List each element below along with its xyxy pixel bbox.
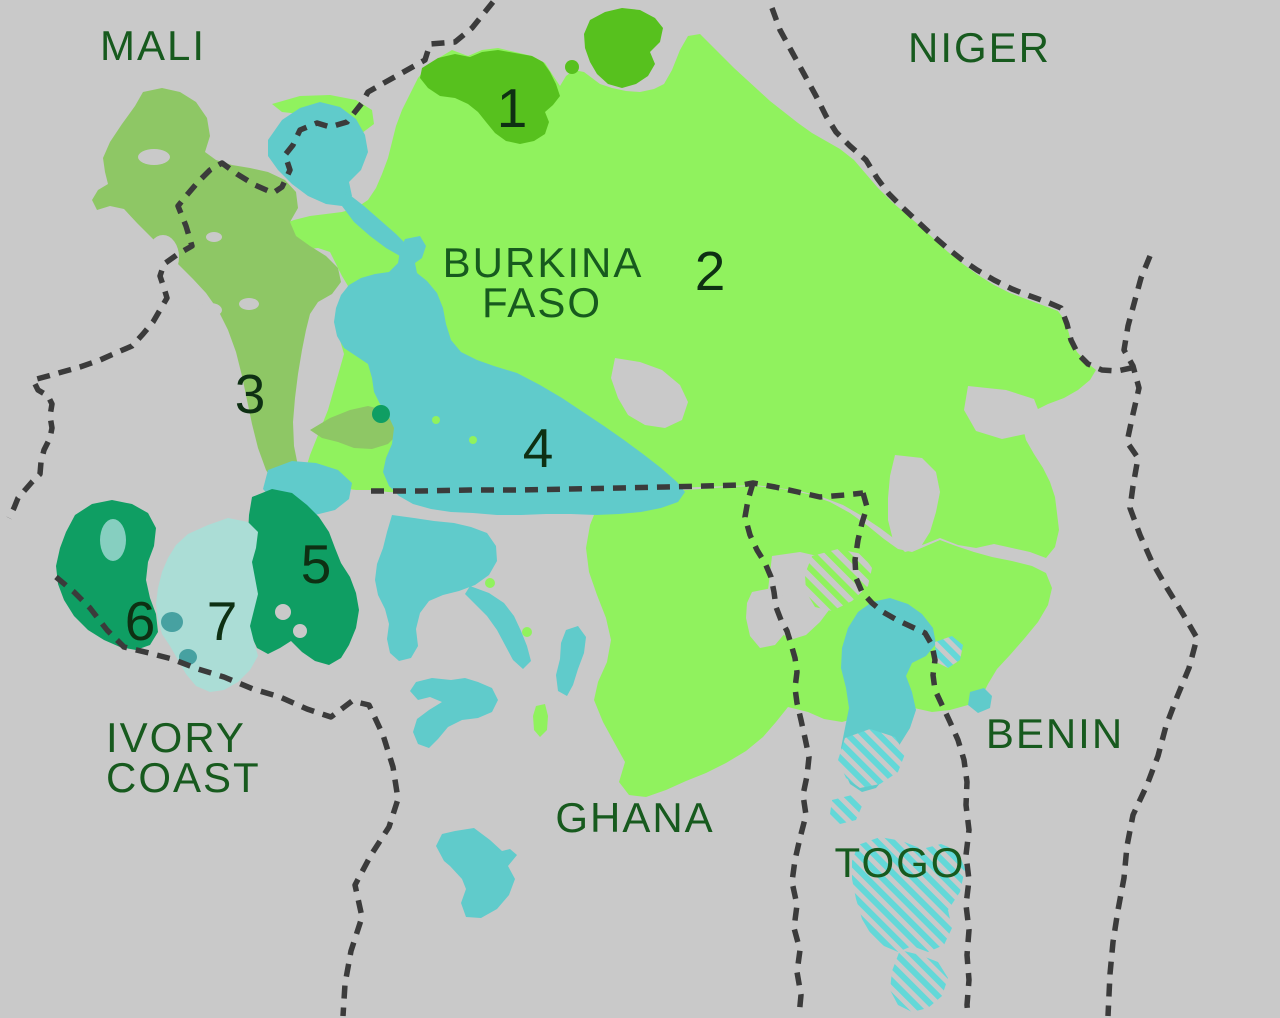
burkina-faso-label-line1: BURKINA — [443, 239, 644, 286]
region-2-east-blob — [1034, 312, 1064, 351]
region-3-hole-1 — [138, 149, 170, 165]
region-3-hole-3 — [198, 303, 222, 317]
ivory-coast-label-line1: IVORY — [106, 714, 246, 761]
region-4-group — [263, 102, 992, 918]
region-3-hole-4 — [239, 298, 259, 310]
niger-border — [769, 7, 1132, 374]
niger-label: NIGER — [908, 24, 1051, 71]
region-2-speck-3 — [432, 416, 440, 424]
region-3-hole-5 — [206, 232, 222, 242]
hatch-cyan-area-1 — [838, 729, 905, 788]
region-4-number: 4 — [523, 417, 554, 479]
region-2-speck-4 — [469, 436, 477, 444]
region-4-hook-arm — [410, 678, 498, 748]
region-2-speck-1 — [485, 578, 495, 588]
burkina-south-border — [371, 480, 864, 500]
region-6-inner-patch — [100, 519, 126, 561]
region-4-south-lobe — [375, 515, 497, 661]
ivory-coast-border — [54, 574, 401, 1017]
ivory-coast-label-line2: COAST — [106, 754, 261, 801]
region-7-area — [156, 518, 258, 692]
gray-gap-center — [611, 358, 688, 428]
region-5-number: 5 — [301, 533, 332, 595]
region-4-northwest-patch — [268, 102, 368, 206]
region-1-group — [420, 8, 663, 144]
background-gaps-group — [611, 358, 1041, 648]
hatch-cyan-area-5 — [830, 795, 862, 824]
region-5-hole-1 — [275, 604, 291, 620]
region-1-main-patch — [420, 50, 560, 144]
region-5-hole-2 — [293, 624, 307, 638]
region-6-number: 6 — [125, 590, 156, 652]
region-2-south-bar — [533, 704, 548, 737]
region-4-main-area — [334, 236, 685, 515]
region-5-6-group — [56, 405, 390, 665]
benin-nigeria-border — [1105, 254, 1200, 1017]
country-borders-group — [6, 0, 1200, 1017]
region-7-spot-1 — [161, 612, 183, 632]
burkina-faso-label-line2: FASO — [482, 279, 602, 326]
region-5-dot-in-region-3 — [372, 405, 390, 423]
region-2-south-area — [586, 486, 1052, 797]
region-7-group — [156, 518, 258, 692]
gray-gap-ghana-togo — [746, 588, 790, 648]
region-1-east-patch — [584, 8, 663, 88]
hatch-cyan-area-2 — [852, 837, 965, 952]
region-4-connector — [342, 192, 406, 256]
ghana-label: GHANA — [555, 794, 714, 841]
region-4-benin-blob — [968, 688, 992, 713]
region-numbers-group: 1 2 3 4 5 6 7 — [125, 77, 726, 652]
mali-label: MALI — [100, 22, 206, 69]
togo-label: TOGO — [835, 839, 966, 886]
gray-gap-east — [964, 386, 1041, 439]
region-4-small-south-patch — [556, 626, 586, 696]
region-2-speck-2 — [522, 627, 532, 637]
region-4-bottom-blob — [436, 828, 517, 918]
country-labels-group: MALI NIGER BURKINA FASO IVORY COAST GHAN… — [100, 22, 1124, 886]
region-6-area — [56, 500, 158, 650]
region-3-number: 3 — [235, 363, 266, 425]
region-1-number: 1 — [497, 77, 528, 139]
hatch-cyan-area-4 — [935, 636, 963, 668]
region-5-area — [245, 489, 359, 665]
region-4-south-strand — [465, 586, 531, 669]
ghana-togo-border — [742, 482, 812, 1017]
mali-northwest-border — [6, 0, 496, 520]
hatch-cyan-area-3 — [890, 950, 948, 1012]
benin-label: BENIN — [986, 710, 1124, 757]
gray-gap-benin-north — [888, 455, 940, 552]
region-1-speck — [565, 60, 579, 74]
region-3-hole-2 — [147, 235, 179, 279]
region-2-number: 2 — [695, 240, 726, 302]
region-7-number: 7 — [207, 590, 238, 652]
